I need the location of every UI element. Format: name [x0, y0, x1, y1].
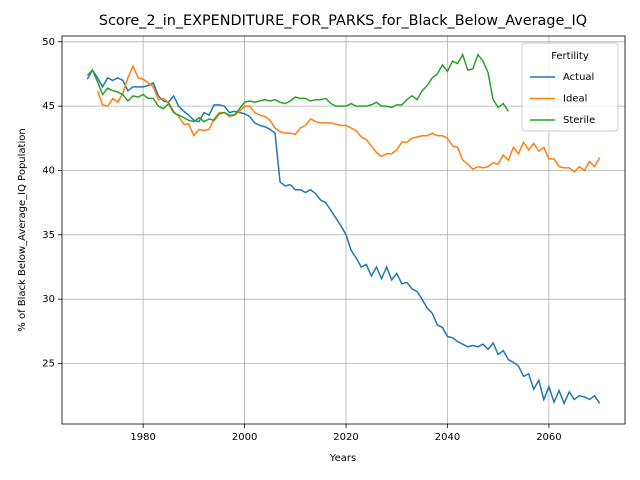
legend-box [521, 42, 619, 132]
legend-label: Actual [563, 72, 594, 83]
x-tick-label: 2020 [333, 432, 358, 443]
chart-title: Score_2_in_EXPENDITURE_FOR_PARKS_for_Bla… [99, 13, 587, 29]
y-tick-label: 25 [42, 359, 55, 370]
legend-title: Fertility [551, 51, 589, 62]
y-axis-label: % of Black Below_Average_IQ Population [17, 128, 28, 331]
x-axis-label: Years [329, 453, 356, 464]
series-line [96, 64, 601, 173]
y-tick-label: 40 [42, 165, 55, 176]
x-tick-label: 2040 [435, 432, 460, 443]
y-tick-label: 35 [42, 230, 55, 241]
y-tick-label: 30 [42, 294, 55, 305]
x-tick-label: 1980 [130, 432, 155, 443]
legend-label: Sterile [563, 115, 595, 126]
series-line [86, 52, 509, 123]
y-tick-label: 50 [42, 37, 55, 48]
legend-label: Ideal [563, 94, 587, 105]
x-tick-label: 2060 [536, 432, 561, 443]
series-line [86, 68, 601, 406]
plot-frame [61, 35, 626, 425]
y-tick-label: 45 [42, 101, 55, 112]
x-tick-label: 2000 [232, 432, 257, 443]
